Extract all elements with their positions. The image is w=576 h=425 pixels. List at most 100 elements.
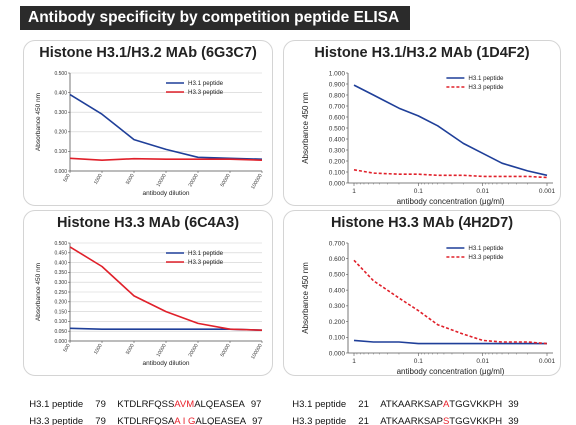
y-tick-label: 0.100 <box>54 319 67 325</box>
legend-label: H3.3 peptide <box>188 259 224 266</box>
y-tick-label: 0.200 <box>329 158 346 165</box>
x-tick-label: 20000 <box>188 173 200 188</box>
legend-label: H3.3 peptide <box>188 89 224 96</box>
x-tick-label: 100000 <box>250 173 264 191</box>
residue-start: 79 <box>95 416 106 425</box>
y-axis-label: Absorbance 450 nm <box>301 92 310 164</box>
y-tick-label: 0.000 <box>329 180 346 187</box>
residue-start: 21 <box>358 416 369 425</box>
x-tick-label: 0.1 <box>414 358 423 365</box>
y-tick-label: 0.200 <box>54 300 67 306</box>
y-tick-label: 0.300 <box>54 110 67 116</box>
x-tick-label: 1000 <box>93 173 104 186</box>
y-tick-label: 0.500 <box>329 125 346 132</box>
page-banner: Antibody specificity by competition pept… <box>20 6 410 30</box>
chart-panel-3: Histone H3.3 MAb (6C4A3) 0.000 0.050 0.100… <box>23 210 273 376</box>
x-tick-label: 1000 <box>93 343 104 356</box>
sequence-row: H3.3 peptide 21 ATKAARKSAPSTGGVKKPH 39 <box>287 405 519 425</box>
chart-panel-4: Histone H3.3 MAb (4H2D7) 0.000 0.100 0.200… <box>283 210 561 376</box>
y-tick-label: 0.700 <box>329 240 346 247</box>
legend-label: H3.1 peptide <box>468 245 504 252</box>
series-line-2 <box>353 259 548 345</box>
y-tick-label: 0.200 <box>54 130 67 136</box>
sequence-post: ALQEASEA <box>195 416 247 425</box>
legend-label: H3.3 peptide <box>468 254 504 261</box>
x-tick-label: 1 <box>352 358 356 365</box>
x-axis-label: antibody dilution <box>143 360 190 367</box>
y-tick-label: 0.500 <box>54 241 67 247</box>
y-tick-label: 0.500 <box>329 272 346 279</box>
chart-4h2d7: 0.000 0.100 0.200 0.300 0.400 0.500 0.600 0.700… <box>301 240 556 376</box>
y-tick-label: 1.000 <box>329 70 346 77</box>
legend-label: H3.1 peptide <box>468 75 504 82</box>
x-tick-label: 0.01 <box>476 188 489 195</box>
x-axis-label: antibody dilution <box>143 190 190 197</box>
chart-title: Histone H3.3 MAb (6C4A3) <box>56 215 240 231</box>
x-tick-label: 500 <box>62 173 71 183</box>
y-tick-label: 0.200 <box>329 319 346 326</box>
y-tick-label: 0.050 <box>54 329 67 335</box>
residue-end: 97 <box>250 399 262 410</box>
legend-label: H3.1 peptide <box>188 250 224 257</box>
sequence-highlight: A <box>442 399 450 410</box>
y-tick-label: 0.000 <box>329 350 346 357</box>
sequence-pre: ATKAARKSAP <box>380 399 443 410</box>
y-tick-label: 0.300 <box>54 280 67 286</box>
x-tick-label: 0.01 <box>476 358 489 365</box>
sequence-pre: ATKAARKSAP <box>380 416 443 425</box>
sequence-row: H3.1 peptide 79 KTDLRFQSSAVMALQEASEA 97 <box>24 388 261 410</box>
chart-title: Histone H3.1/H3.2 MAb (6G3C7) <box>39 45 257 61</box>
legend-label: H3.3 peptide <box>468 84 504 91</box>
y-tick-label: 0.000 <box>54 339 67 345</box>
y-tick-label: 0.100 <box>329 169 346 176</box>
y-tick-label: 0.600 <box>329 256 346 263</box>
y-tick-label: 0.300 <box>329 303 346 310</box>
peptide-name: H3.1 peptide <box>292 399 347 410</box>
chart-title: Histone H3.1/H3.2 MAb (1D4F2) <box>314 45 530 61</box>
x-axis-label: antibody concentration (μg/ml) <box>397 197 505 206</box>
x-tick-label: 0.1 <box>414 188 423 195</box>
x-tick-label: 50000 <box>220 173 232 188</box>
x-tick-label: 1 <box>352 188 356 195</box>
sequence-row: H3.3 peptide 79 KTDLRFQSAA I GALQEASEA 97 <box>24 405 262 425</box>
residue-end: 39 <box>508 416 519 425</box>
sequence-post: TGGVKKPH <box>449 399 503 410</box>
y-tick-label: 0.400 <box>329 136 346 143</box>
series-line-1 <box>69 93 263 160</box>
sequence-highlight: A I G <box>174 416 196 425</box>
series-line-2 <box>353 169 548 179</box>
y-tick-label: 0.500 <box>54 71 67 77</box>
y-tick-label: 0.150 <box>54 309 67 315</box>
y-tick-label: 0.450 <box>54 251 67 257</box>
y-axis-label: Absorbance 450 nm <box>35 263 42 321</box>
residue-start: 79 <box>95 399 106 410</box>
y-tick-label: 0.400 <box>54 260 67 266</box>
chart-1d4f2: 0.000 0.100 0.200 0.300 0.400 0.500 0.600 0.700… <box>301 70 556 206</box>
chart-title: Histone H3.3 MAb (4H2D7) <box>330 215 514 231</box>
series-line-2 <box>69 157 263 161</box>
series-line-1 <box>353 339 547 345</box>
y-tick-label: 0.700 <box>329 103 346 110</box>
y-tick-label: 0.100 <box>54 149 67 155</box>
y-tick-label: 0.250 <box>54 290 67 296</box>
y-tick-label: 0.600 <box>329 114 346 121</box>
x-tick-label: 20000 <box>188 343 200 358</box>
peptide-name: H3.3 peptide <box>29 416 84 425</box>
chart-6g3c7: 0.000 0.100 0.200 0.300 0.400 0.500 500 1000 500… <box>35 71 264 197</box>
x-tick-label: 500 <box>62 343 71 353</box>
series-line-1 <box>353 84 548 177</box>
x-tick-label: 0.001 <box>539 358 556 365</box>
y-tick-label: 0.350 <box>54 270 67 276</box>
peptide-name: H3.1 peptide <box>29 399 84 410</box>
chart-panel-1: Histone H3.1/H3.2 MAb (6G3C7) 0.000 0.100… <box>23 40 273 206</box>
y-tick-label: 0.900 <box>329 81 346 88</box>
x-tick-label: 50000 <box>220 343 232 358</box>
residue-end: 39 <box>508 399 519 410</box>
legend-label: H3.1 peptide <box>188 80 224 87</box>
series-line-2 <box>69 246 263 331</box>
x-axis-label: antibody concentration (μg/ml) <box>397 367 505 376</box>
sequence-highlight: S <box>442 416 450 425</box>
sequence-post: TGGVKKPH <box>449 416 503 425</box>
peptide-name: H3.3 peptide <box>292 416 347 425</box>
x-tick-label: 0.001 <box>539 188 556 195</box>
